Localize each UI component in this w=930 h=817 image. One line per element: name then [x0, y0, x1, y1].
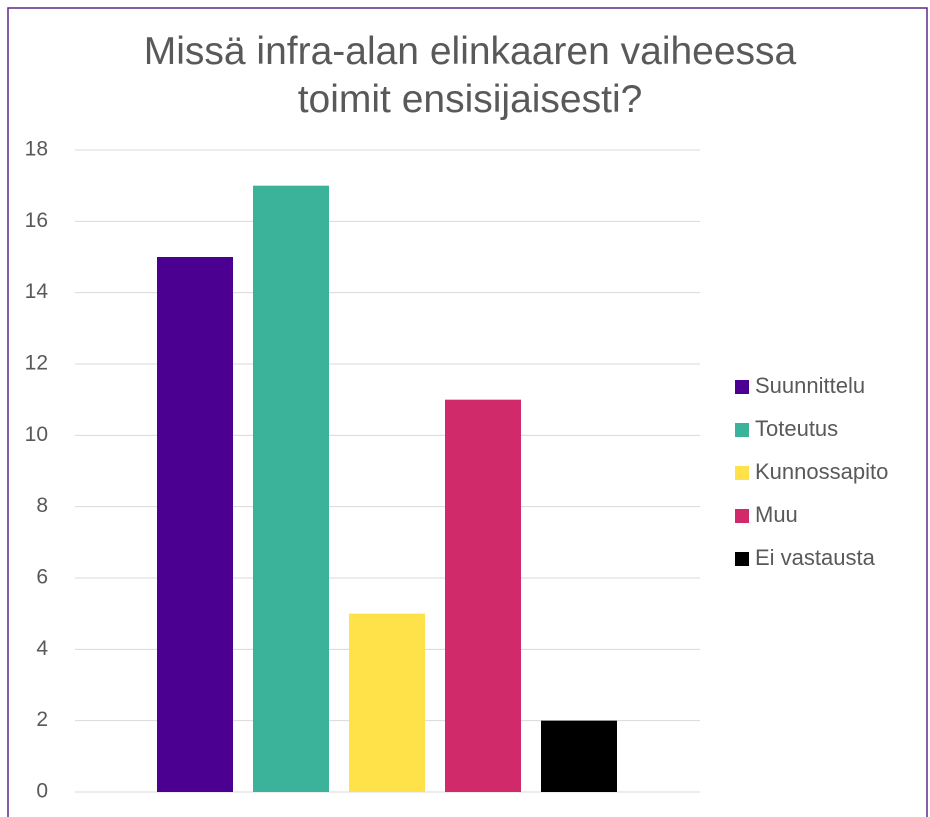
chart-title: Missä infra-alan elinkaaren vaiheessa to…: [143, 30, 797, 121]
bar: [541, 720, 617, 792]
bar: [349, 613, 425, 792]
y-tick-label: 4: [36, 637, 48, 660]
y-tick-label: 10: [25, 423, 48, 446]
legend-swatch: [735, 466, 749, 480]
y-tick-label: 18: [25, 138, 48, 161]
legend-swatch: [735, 509, 749, 523]
bar: [253, 185, 329, 792]
y-tick-label: 12: [25, 352, 48, 375]
legend-swatch: [735, 552, 749, 566]
legend-label: Ei vastausta: [755, 545, 876, 570]
legend-label: Kunnossapito: [755, 459, 888, 484]
legend-label: Toteutus: [755, 416, 838, 441]
legend-label: Muu: [755, 502, 798, 527]
legend-swatch: [735, 380, 749, 394]
y-tick-label: 0: [36, 780, 48, 803]
y-tick-label: 2: [36, 708, 48, 731]
y-tick-label: 16: [25, 209, 48, 232]
legend-swatch: [735, 423, 749, 437]
chart-border: [7, 7, 928, 817]
y-tick-label: 6: [36, 566, 48, 589]
y-tick-label: 8: [36, 494, 48, 517]
bar: [157, 257, 233, 792]
y-tick-label: 14: [25, 280, 49, 303]
legend-label: Suunnittelu: [755, 373, 865, 398]
bar: [445, 399, 521, 792]
